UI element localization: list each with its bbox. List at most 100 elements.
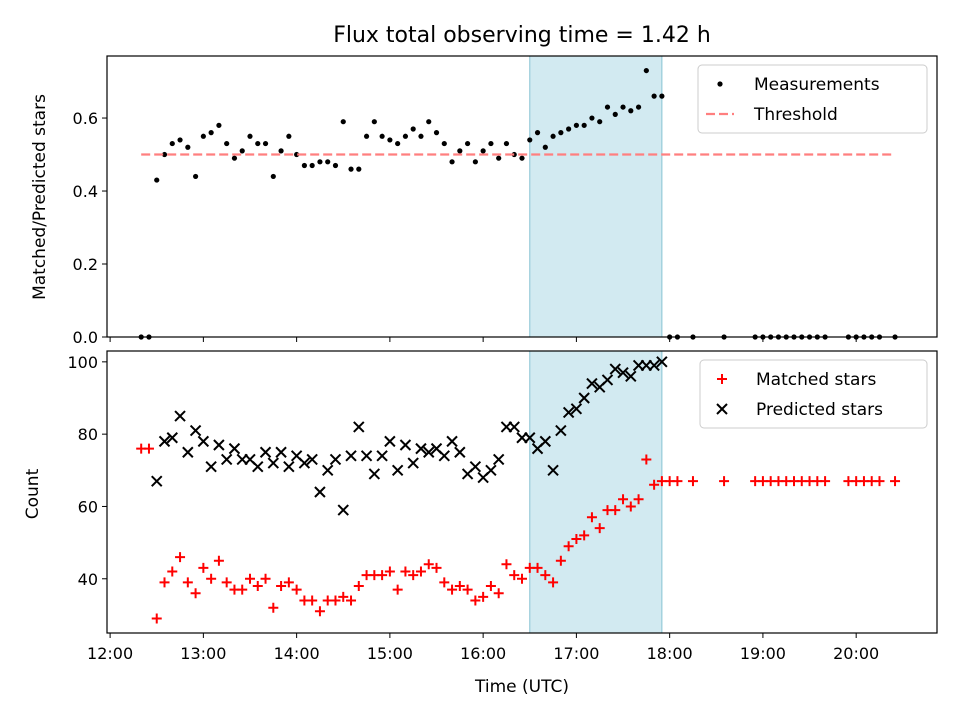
measurement-point [620,104,626,110]
measurement-point [356,166,362,172]
matched-stars-point [167,566,178,577]
predicted-stars-point [492,453,505,466]
measurement-point [325,159,331,165]
matched-stars-point [206,573,217,584]
predicted-stars-point [345,450,357,462]
predicted-stars-point [329,453,342,466]
predicted-stars-point [220,453,233,466]
predicted-stars-point [205,460,217,473]
matched-stars-point [586,512,597,523]
measurement-point [379,133,385,139]
matched-stars-point [252,581,263,591]
predicted-stars-point [391,464,404,477]
y-tick-label: 60 [78,497,98,516]
matched-stars-point [454,581,465,591]
x-tick-label: 16:00 [460,644,506,663]
matched-stars-point [540,570,551,581]
measurement-point [534,130,541,136]
legend-matched-swatch [717,374,727,384]
matched-stars-point [377,570,388,581]
highlight-span [529,350,663,634]
predicted-stars-point [337,504,349,516]
matched-stars-point [672,476,683,487]
predicted-stars-point [259,446,272,458]
predicted-stars-point [524,432,536,444]
x-tick-label: 15:00 [367,644,413,663]
axes-frame [106,350,938,634]
y-tick-label: 0.6 [73,109,98,128]
matched-stars-point [555,555,566,566]
chart-title: Flux total observing time = 1.42 h [333,23,711,48]
measurement-point [558,130,564,136]
matched-stars-point [579,530,590,541]
predicted-stars-point [353,421,365,433]
y-tick-label: 0.0 [73,328,98,347]
measurement-point [216,122,222,128]
matched-stars-point [276,581,287,591]
matched-stars-point [509,570,520,581]
measurement-point [278,148,284,154]
matched-stars-point [346,595,357,606]
predicted-stars-point [384,435,396,448]
y-tick-label: 0.2 [73,255,98,274]
measurement-point [433,130,440,136]
matched-stars-point [175,552,186,563]
predicted-stars-point [547,464,559,477]
x-tick-label: 19:00 [740,644,786,663]
measurement-point [550,133,556,139]
matched-stars-point [283,577,294,588]
predicted-stars-point [656,356,668,368]
measurement-point [255,140,261,147]
x-tick-label: 18:00 [647,644,693,663]
measurement-point [488,140,494,147]
matched-stars-point [400,566,411,577]
measurement-point [332,162,339,169]
y-tick-label: 100 [67,353,98,372]
measurement-point [628,108,634,114]
matched-stars-point [307,595,318,606]
matched-stars-point [625,501,636,512]
measurement-point [604,104,611,110]
measurement-point [231,155,238,161]
matched-stars-point [431,562,442,573]
matched-stars-point [221,577,232,588]
y-tick-label: 0.4 [73,182,98,201]
predicted-stars-point [314,486,326,498]
measurement-point [348,166,354,172]
matched-stars-point [182,577,193,588]
predicted-stars-point [360,450,373,462]
predicted-stars-point [508,421,520,433]
matched-stars-point [462,584,473,595]
matched-stars-point [548,577,559,588]
predicted-stars-point [423,446,435,458]
predicted-stars-point [625,370,637,383]
measurement-point [511,151,517,158]
matched-stars-point [447,584,458,595]
predicted-stars-point [539,435,552,448]
legend-box [697,64,928,134]
predicted-stars-point [555,424,567,437]
matched-stars-point [143,443,154,454]
matched-stars-point [470,595,481,606]
measurement-point [612,111,618,117]
measurement-point [635,104,642,110]
matched-stars-point [237,584,248,595]
measurement-point [239,148,245,154]
measurement-point [573,122,580,128]
matched-stars-point [532,562,543,573]
measurement-point [286,133,292,139]
measurement-point [643,67,649,74]
measurement-point [294,151,300,158]
predicted-stars-point [322,464,334,477]
matched-stars-point [244,573,255,584]
predicted-stars-point [174,410,186,422]
measurement-point [581,122,587,128]
matched-stars-point [415,566,426,577]
top-panel: 0.0 0.2 0.4 0.6 Measurements Threshold [73,55,938,347]
matched-stars-point [820,476,831,487]
measurement-point [402,133,409,139]
predicted-stars-point [306,453,318,466]
y-tick-label: 40 [78,570,98,589]
predicted-stars-point [617,366,629,379]
measurement-point [519,155,525,161]
